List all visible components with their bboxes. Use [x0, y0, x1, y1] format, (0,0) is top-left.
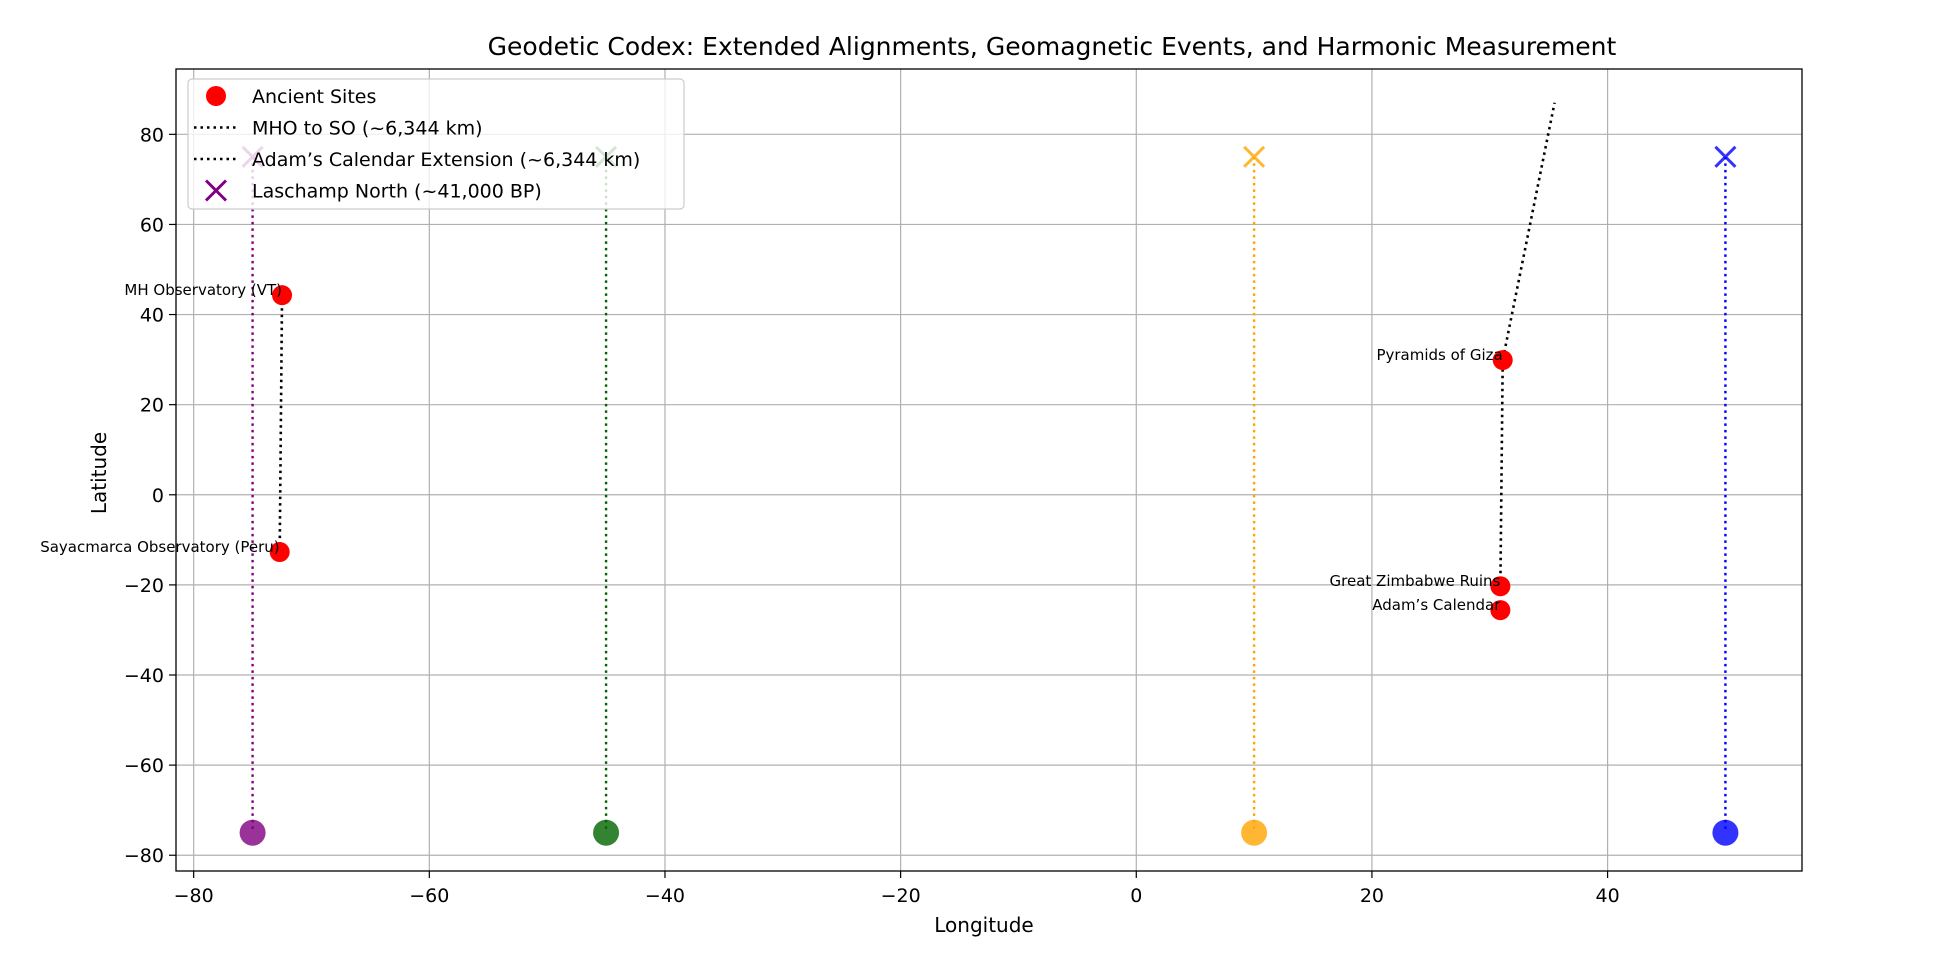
legend-entry-label: Adam’s Calendar Extension (~6,344 km): [252, 149, 640, 171]
alignment-line: [278, 295, 284, 553]
site-label: Pyramids of Giza: [1376, 346, 1502, 364]
x-tick-label: −40: [645, 885, 685, 907]
event-south-marker: [1241, 819, 1268, 846]
y-tick-label: −40: [124, 665, 164, 687]
chart-title: Geodetic Codex: Extended Alignments, Geo…: [488, 32, 1617, 61]
site-marker: [1490, 576, 1511, 597]
legend-dot-icon: [206, 86, 226, 106]
site-label: Adam’s Calendar: [1372, 596, 1501, 614]
x-axis-ticks: −80 −60 −40 −20 0 20 40: [174, 871, 1620, 907]
x-tick-label: −80: [174, 885, 214, 907]
legend-x-icon: [204, 179, 228, 202]
x-tick-label: 40: [1595, 885, 1619, 907]
site-label: Sayacmarca Observatory (Peru): [40, 538, 279, 556]
y-tick-label: −80: [124, 845, 164, 867]
site-marker: [1492, 350, 1513, 371]
y-axis-label: Latitude: [87, 432, 111, 514]
event-south-marker: [593, 819, 620, 846]
grid: [176, 69, 1802, 871]
x-tick-label: 0: [1130, 885, 1142, 907]
legend-box: [187, 78, 685, 210]
y-axis-ticks: −80 −60 −40 −20 0 20 40 60 80: [124, 124, 176, 867]
geomagnetic-events: [239, 145, 1739, 846]
site-marker: [1490, 600, 1511, 621]
event-north-marker: [1243, 145, 1266, 168]
y-tick-label: 80: [140, 124, 164, 146]
site-marker: [269, 542, 290, 563]
event-south-marker: [239, 819, 266, 846]
site-label: Great Zimbabwe Ruins: [1330, 572, 1501, 590]
y-tick-label: 20: [140, 395, 164, 417]
event-north-marker: [1714, 145, 1737, 168]
y-tick-label: 60: [140, 214, 164, 236]
site-marker: [272, 285, 293, 306]
legend-entry-label: MHO to SO (~6,344 km): [252, 118, 483, 140]
legend: Ancient Sites MHO to SO (~6,344 km) Adam’s…: [187, 78, 685, 210]
y-tick-label: 0: [152, 485, 164, 507]
alignment-line: [1499, 102, 1556, 587]
x-tick-label: −60: [409, 885, 449, 907]
x-tick-label: 20: [1360, 885, 1384, 907]
legend-entry-label: Ancient Sites: [252, 86, 376, 108]
y-tick-label: −20: [124, 575, 164, 597]
legend-entry-label: Laschamp North (~41,000 BP): [252, 181, 542, 203]
x-axis-label: Longitude: [934, 913, 1033, 937]
y-tick-label: 40: [140, 305, 164, 327]
site-label: MH Observatory (VT): [124, 281, 282, 299]
event-south-marker: [1712, 819, 1739, 846]
y-tick-label: −60: [124, 755, 164, 777]
plot-frame: [175, 68, 1803, 872]
x-tick-label: −20: [881, 885, 921, 907]
ancient-sites: MH Observatory (VT) Sayacmarca Observator…: [40, 281, 1513, 621]
